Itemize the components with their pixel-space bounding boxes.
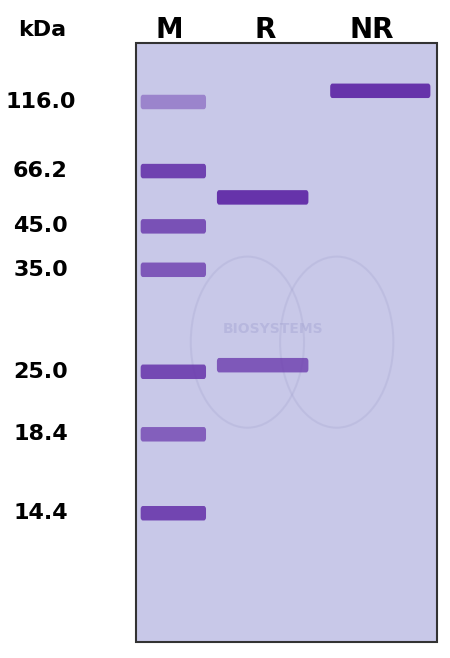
FancyBboxPatch shape — [141, 506, 206, 520]
Text: M: M — [155, 16, 183, 43]
FancyBboxPatch shape — [136, 43, 437, 642]
Text: BIOSYSTEMS: BIOSYSTEMS — [223, 322, 324, 336]
FancyBboxPatch shape — [141, 263, 206, 277]
Text: R: R — [254, 16, 275, 43]
FancyBboxPatch shape — [141, 365, 206, 379]
FancyBboxPatch shape — [141, 219, 206, 234]
Text: kDa: kDa — [18, 20, 67, 39]
Text: 45.0: 45.0 — [13, 216, 68, 236]
Text: 66.2: 66.2 — [13, 161, 68, 181]
FancyBboxPatch shape — [217, 358, 308, 372]
Text: 18.4: 18.4 — [13, 424, 68, 444]
Text: 116.0: 116.0 — [5, 92, 76, 112]
FancyBboxPatch shape — [330, 84, 430, 98]
FancyBboxPatch shape — [141, 95, 206, 109]
Text: NR: NR — [349, 16, 394, 43]
Text: 25.0: 25.0 — [13, 362, 68, 382]
Text: 35.0: 35.0 — [13, 260, 68, 280]
FancyBboxPatch shape — [217, 190, 308, 205]
FancyBboxPatch shape — [141, 164, 206, 178]
FancyBboxPatch shape — [141, 427, 206, 442]
Text: 14.4: 14.4 — [13, 503, 68, 523]
